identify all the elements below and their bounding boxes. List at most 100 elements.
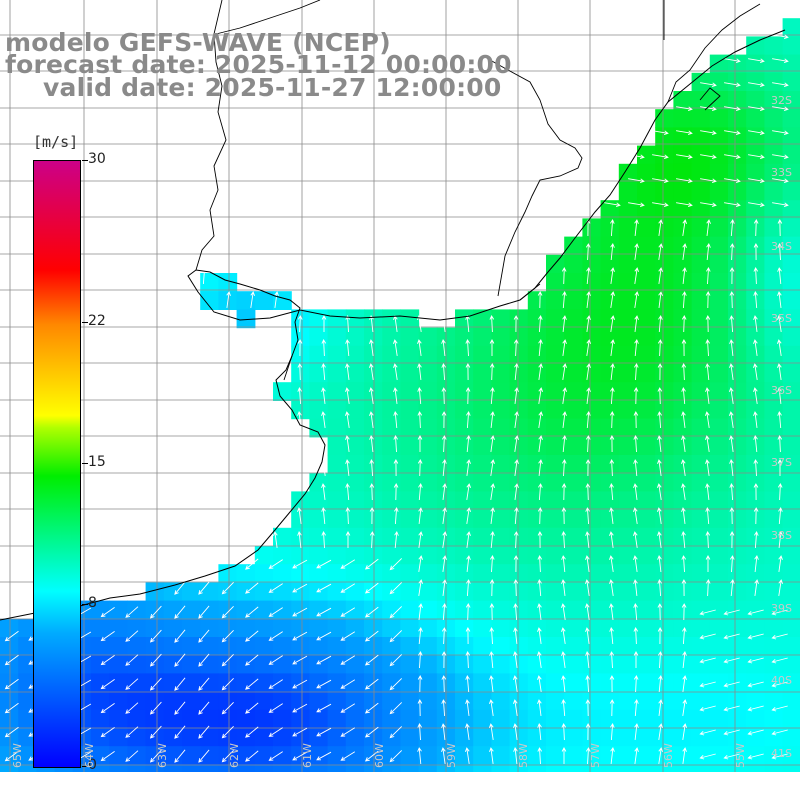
wind-arrow (700, 178, 717, 184)
wind-arrow (681, 315, 687, 333)
wind-arrow (747, 753, 764, 760)
wind-arrow (297, 339, 303, 357)
wind-cell (273, 600, 292, 620)
wind-arrow (268, 679, 283, 689)
wind-arrow (100, 703, 115, 714)
wind-cell (382, 618, 401, 638)
wind-cell (218, 673, 238, 693)
wind-arrow (345, 387, 350, 404)
wind-arrow (609, 459, 615, 477)
wind-cell (582, 218, 602, 238)
coastlines (0, 0, 786, 621)
wind-arrow (682, 747, 687, 764)
wind-cell (218, 637, 238, 656)
wind-cell (418, 327, 438, 347)
wind-arrow (364, 702, 379, 714)
wind-cell (382, 400, 401, 420)
wind-cell (764, 36, 784, 56)
boundary-line (283, 355, 293, 381)
wind-cell (655, 455, 674, 474)
wind-cell (782, 18, 800, 37)
wind-cell (618, 200, 638, 219)
wind-cell (655, 200, 674, 219)
wind-cell (364, 509, 383, 529)
wind-cell (746, 36, 765, 56)
wind-cell (782, 691, 800, 711)
wind-arrow (250, 291, 256, 308)
wind-arrow (705, 291, 711, 309)
wind-arrow (771, 753, 788, 760)
wind-arrow (369, 531, 375, 549)
wind-cell (782, 345, 800, 365)
wind-cell (254, 655, 274, 674)
wind-cell (491, 327, 511, 347)
wind-cell (163, 746, 183, 765)
wind-cell (327, 582, 347, 602)
wind-cell (163, 673, 183, 693)
wind-cell (582, 291, 602, 310)
wind-cell (728, 582, 747, 602)
wind-arrow (676, 154, 693, 160)
wind-cell (728, 655, 747, 674)
wind-arrow (723, 705, 740, 712)
wind-arrow (389, 654, 403, 667)
wind-cell (254, 546, 274, 565)
wind-cell (618, 327, 638, 347)
wind-arrow (699, 705, 716, 712)
wind-cell (637, 327, 656, 347)
wind-arrow (747, 729, 764, 736)
wind-cell (764, 764, 784, 772)
wind-cell (382, 309, 401, 329)
wind-cell (418, 527, 438, 547)
wind-cell (709, 400, 729, 420)
wind-cell (655, 746, 674, 765)
wind-cell (127, 746, 147, 765)
wind-arrow (753, 291, 758, 309)
wind-cell (236, 746, 256, 765)
wind-cell (182, 582, 201, 602)
wind-arrow (202, 267, 207, 285)
wind-cell (728, 728, 747, 747)
wind-cell (473, 455, 492, 474)
wind-arrow (633, 411, 639, 429)
wind-cell (709, 691, 729, 711)
wind-cell (509, 564, 529, 583)
wind-arrow (297, 315, 303, 333)
wind-arrow (418, 603, 423, 620)
wind-arrow (125, 678, 139, 690)
colorbar-tick-label: 22 (88, 312, 106, 329)
wind-arrow (125, 630, 139, 642)
wind-arrow (537, 603, 542, 620)
wind-cell (618, 291, 638, 310)
wind-cell (600, 546, 620, 565)
wind-cell (473, 327, 492, 347)
wind-cell (509, 364, 529, 383)
wind-arrow (292, 679, 308, 689)
wind-arrow (634, 219, 639, 236)
wind-cell (564, 345, 583, 365)
wind-arrow (586, 291, 591, 308)
wind-cell (746, 764, 765, 772)
wind-cell (764, 509, 784, 529)
wind-cell (527, 655, 547, 674)
wind-arrow (633, 627, 639, 645)
graticule (0, 0, 800, 772)
wind-cell (491, 637, 511, 656)
wind-arrow (4, 654, 19, 666)
wind-cell (254, 673, 274, 693)
wind-arrow (681, 387, 686, 405)
wind-cell (655, 509, 674, 529)
wind-cell (618, 582, 638, 602)
wind-cell (637, 291, 656, 310)
wind-cell (637, 236, 656, 256)
wind-cell (400, 364, 420, 383)
wind-cell (91, 709, 110, 729)
wind-cell (691, 327, 711, 347)
wind-arrow (586, 339, 592, 356)
wind-cell (291, 327, 310, 347)
wind-cell (418, 673, 438, 693)
wind-arrow (538, 483, 543, 501)
wind-cell (509, 618, 529, 638)
wind-cell (527, 673, 547, 693)
wind-cell (691, 564, 711, 583)
